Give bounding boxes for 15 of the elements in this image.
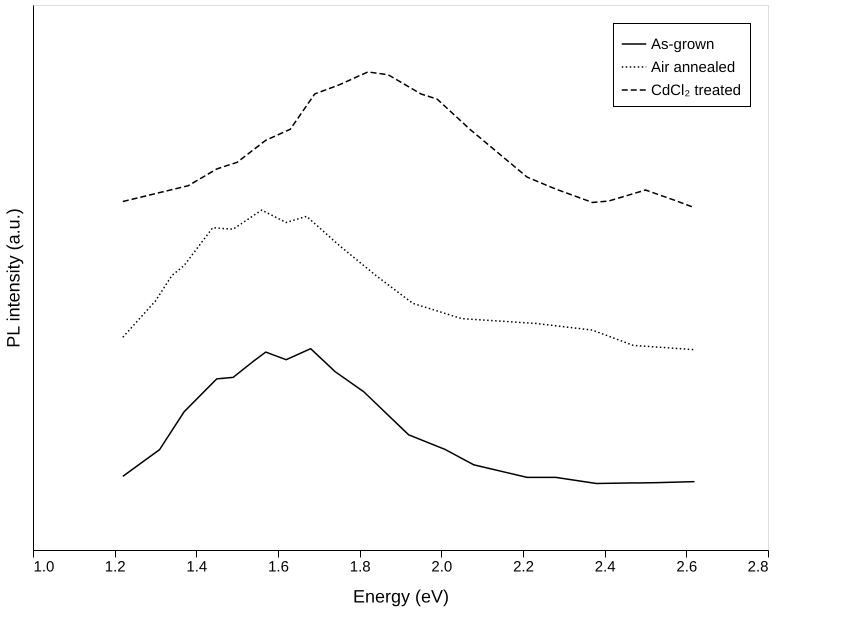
y-axis-title: PL intensity (a.u.) <box>4 208 24 348</box>
x-tick-label: 2.2 <box>513 558 534 576</box>
x-tick-label: 1.0 <box>34 558 54 576</box>
x-tick-label: 2.8 <box>748 558 768 576</box>
x-tick-label: 2.0 <box>431 558 452 576</box>
x-tick-label: 1.8 <box>350 558 371 576</box>
x-tick-label: 1.4 <box>186 558 208 576</box>
legend-label: CdCl₂ treated <box>651 82 742 99</box>
x-tick-label: 1.6 <box>268 558 289 576</box>
legend-label: Air annealed <box>651 59 736 76</box>
x-tick-label: 1.2 <box>104 558 126 576</box>
x-axis-title: Energy (eV) <box>352 586 450 606</box>
x-tick-label: 2.6 <box>676 558 698 576</box>
x-tick-label: 2.4 <box>594 558 616 576</box>
legend-label: As-grown <box>651 36 714 53</box>
